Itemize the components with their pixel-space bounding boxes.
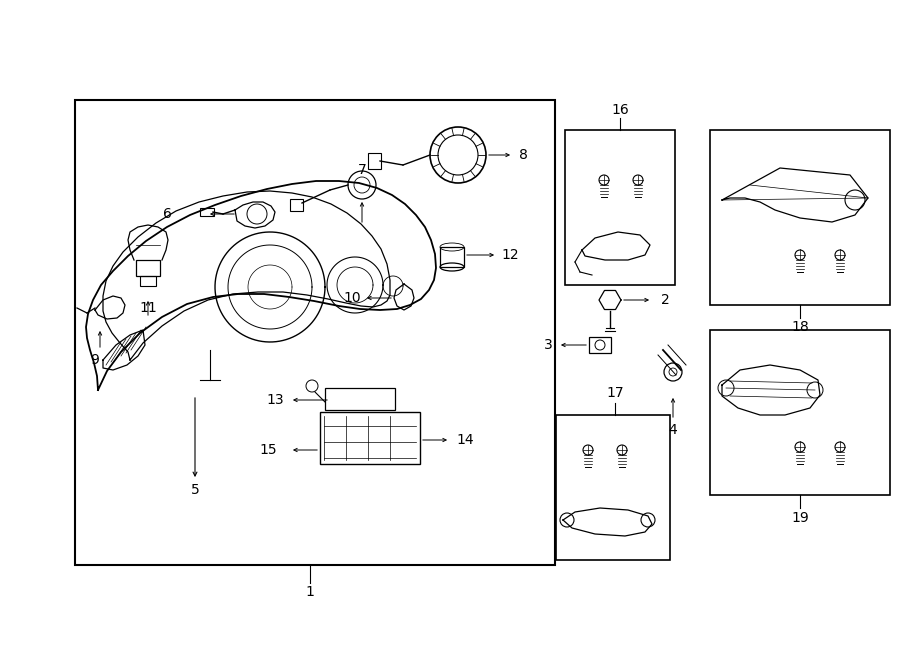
- Bar: [589, 337, 611, 353]
- Bar: [710, 330, 890, 495]
- Text: 14: 14: [456, 433, 473, 447]
- Bar: [565, 130, 675, 285]
- Text: 7: 7: [357, 163, 366, 177]
- Bar: [200, 208, 214, 216]
- Text: 15: 15: [259, 443, 277, 457]
- Bar: [290, 199, 303, 211]
- Text: 6: 6: [163, 207, 171, 221]
- Text: 18: 18: [791, 320, 809, 334]
- Text: 5: 5: [191, 483, 200, 497]
- Text: 3: 3: [544, 338, 553, 352]
- Text: 1: 1: [306, 585, 314, 599]
- Bar: [556, 415, 670, 560]
- Text: 4: 4: [669, 423, 678, 437]
- Bar: [325, 388, 395, 410]
- Text: 10: 10: [343, 291, 361, 305]
- Bar: [320, 412, 420, 464]
- Bar: [140, 276, 156, 286]
- Text: 19: 19: [791, 511, 809, 525]
- Text: 2: 2: [661, 293, 670, 307]
- Text: 11: 11: [140, 301, 157, 315]
- Bar: [368, 153, 381, 169]
- Bar: [75, 100, 555, 565]
- Text: 8: 8: [518, 148, 527, 162]
- Bar: [440, 247, 464, 267]
- Text: 17: 17: [607, 386, 624, 400]
- Text: 16: 16: [611, 103, 629, 117]
- Bar: [136, 260, 160, 276]
- Text: 9: 9: [91, 353, 99, 367]
- Bar: [710, 130, 890, 305]
- Text: 13: 13: [266, 393, 284, 407]
- Text: 12: 12: [501, 248, 518, 262]
